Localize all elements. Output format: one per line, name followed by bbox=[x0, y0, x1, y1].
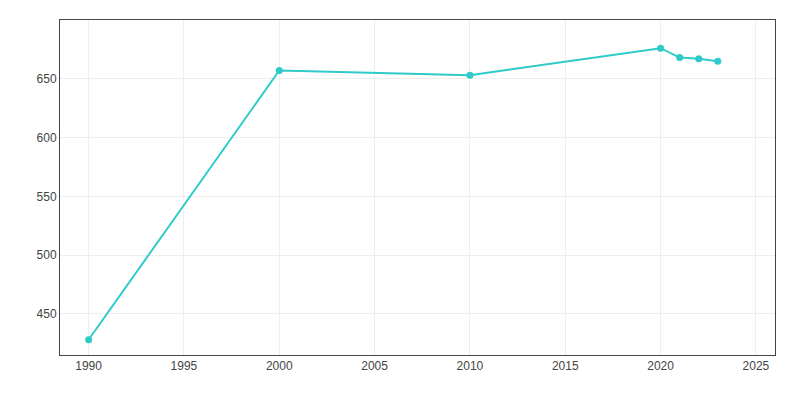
svg-text:2005: 2005 bbox=[361, 359, 388, 373]
svg-text:2000: 2000 bbox=[266, 359, 293, 373]
svg-text:550: 550 bbox=[37, 190, 57, 204]
svg-text:2015: 2015 bbox=[552, 359, 579, 373]
svg-text:2025: 2025 bbox=[743, 359, 770, 373]
svg-text:450: 450 bbox=[37, 307, 57, 321]
svg-text:600: 600 bbox=[37, 131, 57, 145]
svg-text:650: 650 bbox=[37, 72, 57, 86]
svg-text:500: 500 bbox=[37, 248, 57, 262]
svg-text:1990: 1990 bbox=[75, 359, 102, 373]
svg-text:2010: 2010 bbox=[457, 359, 484, 373]
svg-text:1995: 1995 bbox=[171, 359, 198, 373]
svg-text:2020: 2020 bbox=[647, 359, 674, 373]
